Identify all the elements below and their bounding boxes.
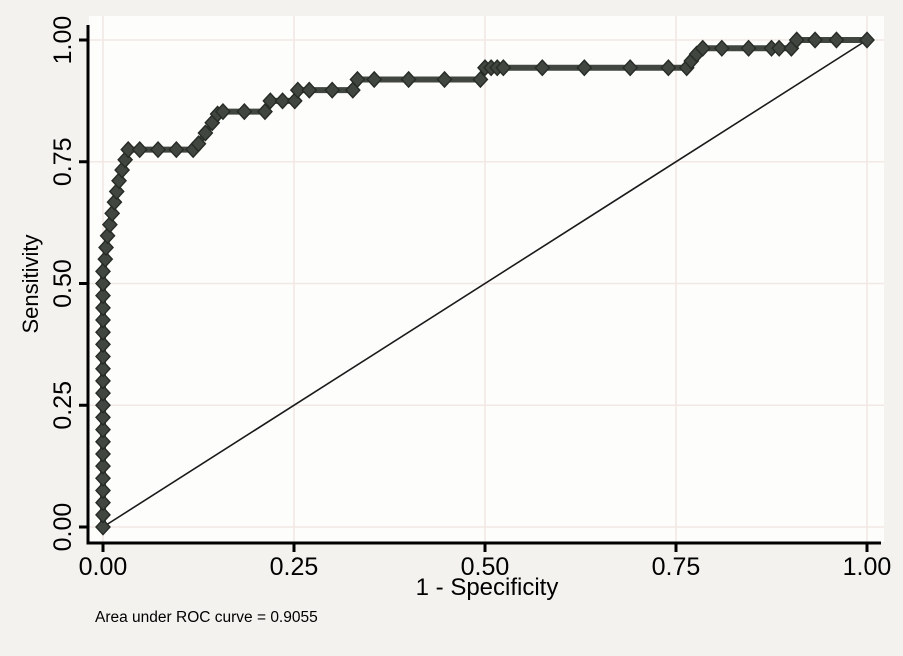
roc-curve-marker — [99, 227, 116, 245]
roc-curve-marker — [95, 494, 111, 512]
roc-curve-marker — [807, 31, 823, 49]
roc-curve-marker — [117, 151, 134, 169]
roc-curve-marker — [168, 140, 185, 159]
roc-curve-marker — [95, 469, 111, 487]
roc-curve-marker — [472, 70, 489, 89]
roc-curve-marker — [95, 481, 111, 500]
roc-curve-marker — [104, 204, 121, 223]
roc-curve-marker — [95, 335, 111, 354]
roc-curve-marker — [740, 39, 757, 57]
roc-curve-marker — [197, 124, 214, 142]
reference-diagonal-line — [102, 39, 868, 528]
y-tick-label: 0.25 — [49, 381, 77, 430]
roc-curve-marker — [274, 92, 291, 110]
roc-curve-marker — [828, 31, 845, 49]
roc-curve-marker — [859, 31, 875, 49]
roc-curve-marker — [131, 140, 148, 159]
roc-curve-marker — [95, 299, 111, 317]
roc-curve-marker — [534, 59, 551, 77]
roc-curve-marker — [95, 420, 111, 439]
roc-curve-marker — [114, 161, 131, 179]
roc-curve-marker — [95, 323, 111, 341]
roc-curve-marker — [366, 70, 383, 89]
plot-background — [89, 16, 884, 542]
roc-curve-marker — [214, 102, 231, 121]
roc-curve-marker — [436, 70, 453, 89]
roc-curve-marker — [257, 102, 273, 121]
roc-curve-marker — [98, 238, 115, 257]
roc-curve-marker — [95, 372, 111, 390]
y-axis-title: Sensitivity — [18, 234, 43, 334]
y-tick-label: 0.50 — [49, 259, 77, 308]
roc-curve-marker — [576, 59, 593, 77]
roc-curve-marker — [262, 92, 279, 110]
roc-curve-marker — [101, 215, 118, 234]
roc-curve-marker — [622, 59, 639, 77]
roc-curve-marker — [95, 457, 111, 475]
roc-curve-marker — [788, 31, 805, 49]
roc-curve-marker — [95, 445, 111, 463]
roc-curve-marker — [95, 287, 111, 305]
roc-curve-marker — [289, 81, 306, 99]
x-tick-label: 1.00 — [843, 553, 892, 581]
roc-curve-marker — [95, 360, 111, 378]
roc-curve-marker — [236, 102, 253, 121]
y-tick-label: 0.00 — [49, 503, 77, 552]
x-tick-label: 0.25 — [270, 553, 319, 581]
x-tick-label: 0.75 — [652, 553, 701, 581]
roc-curve-marker — [95, 396, 111, 414]
roc-curve-marker — [95, 408, 111, 427]
roc-curve-marker — [301, 81, 318, 99]
roc-curve-marker — [95, 506, 111, 524]
roc-curve-marker — [286, 92, 303, 110]
x-tick-label: 0.50 — [461, 553, 510, 581]
roc-curve-marker — [660, 59, 677, 77]
y-tick-label: 0.75 — [49, 137, 77, 186]
roc-curve-marker — [95, 262, 111, 280]
roc-curve-marker — [97, 250, 114, 268]
roc-curve-marker — [400, 70, 417, 89]
roc-curve-marker — [150, 140, 166, 159]
roc-curve-marker — [349, 70, 366, 89]
roc-curve-marker — [95, 518, 111, 536]
roc-curve-marker — [190, 135, 207, 153]
roc-curve-marker — [324, 81, 341, 99]
roc-curve-marker — [771, 39, 788, 57]
roc-curve-marker — [694, 39, 711, 57]
roc-curve-marker — [95, 384, 111, 402]
x-axis-title: 1 - Specificity — [415, 574, 559, 601]
roc-curve-marker — [95, 433, 111, 451]
roc-curve-marker — [495, 59, 512, 77]
roc-curve-marker — [713, 39, 730, 57]
roc-curve-marker — [120, 140, 137, 159]
y-tick-label: 1.00 — [49, 16, 77, 65]
auc-annotation: Area under ROC curve = 0.9055 — [95, 609, 318, 626]
roc-curve-marker — [95, 311, 111, 329]
roc-curve-marker — [95, 274, 111, 293]
x-tick-label: 0.00 — [79, 553, 128, 581]
roc-curve-marker — [95, 347, 111, 366]
